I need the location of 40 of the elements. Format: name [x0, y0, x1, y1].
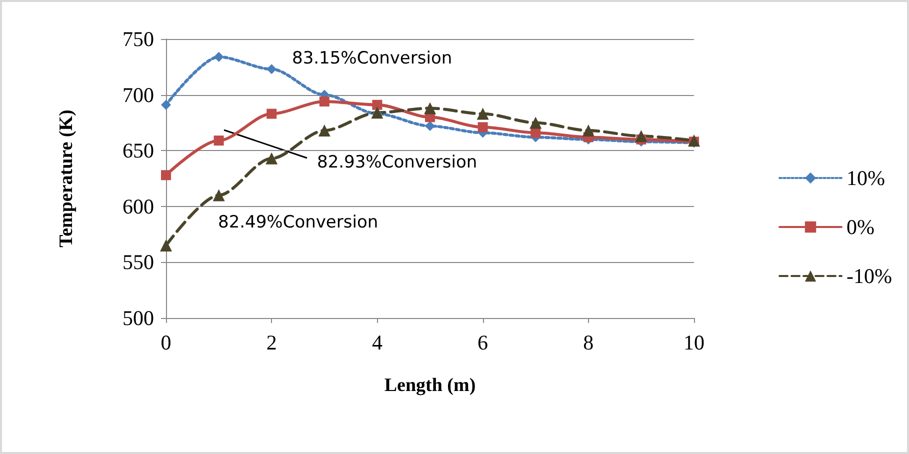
point	[266, 108, 277, 119]
y-tick-label: 500	[122, 306, 154, 330]
x-tick-label: 6	[478, 330, 488, 354]
point	[319, 96, 330, 106]
x-tick-label: 4	[372, 330, 383, 354]
point	[372, 100, 382, 110]
point	[161, 170, 171, 180]
point	[635, 130, 648, 142]
y-axis-title: Temperature (K)	[56, 110, 77, 248]
point	[530, 116, 542, 129]
y-tick-label: 550	[122, 250, 154, 274]
y-tick-label: 650	[122, 138, 154, 163]
y-tick-label: 600	[122, 194, 154, 218]
point	[161, 100, 171, 110]
point	[318, 124, 330, 137]
x-axis-title: Length (m)	[384, 375, 476, 396]
legend-label: -10%	[846, 264, 892, 288]
point	[476, 108, 489, 120]
point	[160, 239, 172, 252]
x-tick-label: 2	[266, 330, 277, 354]
point	[212, 189, 225, 202]
annotation: 82.93%Conversion	[317, 152, 478, 172]
y-tick-label: 750	[122, 27, 154, 51]
legend-label: 10%	[846, 166, 886, 190]
x-tick-label: 10	[684, 330, 704, 354]
point	[266, 64, 277, 74]
point	[214, 52, 224, 62]
annotation: 83.15%Conversion	[292, 48, 452, 68]
legend-label: 0%	[846, 215, 875, 239]
point	[530, 128, 541, 138]
point	[425, 121, 435, 132]
point	[582, 124, 594, 137]
point	[478, 122, 488, 132]
y-tick-label: 700	[122, 82, 154, 107]
x-tick-label: 8	[583, 330, 594, 354]
point	[424, 102, 436, 114]
point	[266, 152, 278, 164]
annotation: 82.49%Conversion	[218, 212, 378, 232]
x-tick-label: 0	[160, 330, 172, 354]
point	[214, 136, 224, 146]
